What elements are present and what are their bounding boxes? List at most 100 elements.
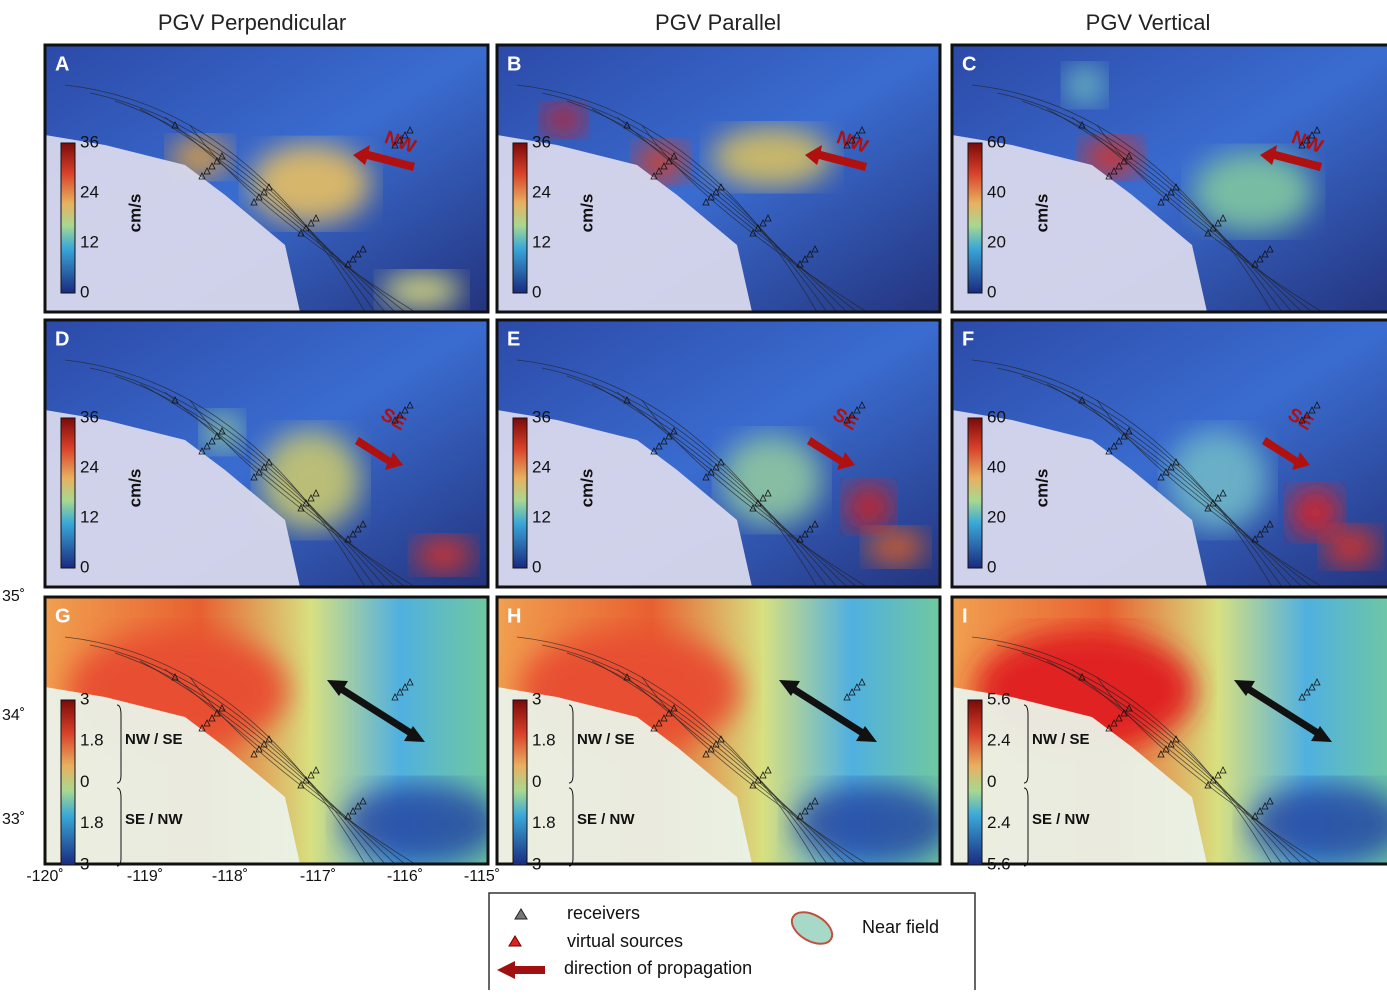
receiver xyxy=(1078,673,1086,681)
receiver xyxy=(302,776,310,784)
hotspot xyxy=(1322,526,1379,567)
receiver xyxy=(1313,678,1321,686)
colorbar xyxy=(60,699,76,866)
receiver xyxy=(203,719,211,727)
panel-frame xyxy=(950,43,1387,314)
colorbar-tick-label: 0 xyxy=(987,772,996,791)
receiver xyxy=(1214,771,1222,779)
receiver xyxy=(1256,530,1264,538)
panel-frame xyxy=(495,595,942,866)
receiver xyxy=(396,411,404,419)
colorbar-tick-label: 2.4 xyxy=(987,813,1011,832)
colorbar-tick-label: 1.8 xyxy=(532,731,556,750)
panel-frame xyxy=(43,595,490,866)
receiver xyxy=(1204,229,1212,237)
receiver xyxy=(660,714,668,722)
sea xyxy=(952,410,1207,587)
receiver xyxy=(1214,219,1222,227)
receiver xyxy=(406,678,414,686)
legend-label: virtual sources xyxy=(567,931,683,951)
receiver xyxy=(650,447,658,455)
contour xyxy=(64,636,366,864)
receiver xyxy=(655,719,663,727)
latitude-label: 34˚ xyxy=(2,707,25,724)
colorbar-unit: cm/s xyxy=(125,469,144,508)
colorbar-tick-label: 40 xyxy=(987,182,1006,201)
receiver xyxy=(1209,499,1217,507)
receiver xyxy=(623,396,631,404)
colorbar xyxy=(967,417,983,569)
receiver xyxy=(796,535,804,543)
receiver xyxy=(655,167,663,175)
colorbar-tick-label: 24 xyxy=(532,182,551,201)
receiver xyxy=(208,162,216,170)
receiver xyxy=(1266,520,1274,528)
receiver xyxy=(801,807,809,815)
receiver xyxy=(1303,411,1311,419)
receiver xyxy=(1157,750,1165,758)
panel-letter: G xyxy=(55,605,71,627)
sea xyxy=(952,687,1207,864)
receiver xyxy=(250,198,258,206)
contour xyxy=(164,116,406,312)
receiver xyxy=(702,750,710,758)
contour xyxy=(641,124,868,312)
sea xyxy=(45,410,300,587)
contour xyxy=(516,636,818,864)
colorbar-tick-label: 12 xyxy=(532,507,551,526)
receiver xyxy=(1313,401,1321,409)
double-arrow xyxy=(785,682,871,740)
legend-label: Near field xyxy=(862,917,939,937)
colorbar xyxy=(60,417,76,569)
contour xyxy=(89,367,376,587)
hotspot xyxy=(1081,137,1142,178)
receiver xyxy=(650,724,658,732)
colorbar-tick-label: 12 xyxy=(532,232,551,251)
receiver xyxy=(1214,494,1222,502)
contour xyxy=(616,391,858,587)
receiver xyxy=(1125,427,1133,435)
receiver xyxy=(670,427,678,435)
hotspot xyxy=(721,435,822,526)
contour xyxy=(566,652,838,864)
receiver xyxy=(754,776,762,784)
arrow-head xyxy=(779,680,800,696)
sea xyxy=(497,410,752,587)
propagation-arrow xyxy=(355,437,403,470)
panel-frame xyxy=(950,318,1387,589)
column-title: PGV Parallel xyxy=(655,10,781,35)
hotspot xyxy=(711,127,832,188)
colorbar-tick-label: 3 xyxy=(80,689,89,708)
sea xyxy=(497,135,752,312)
colorbar-tick-label: 3 xyxy=(80,854,89,873)
arrow-head xyxy=(856,726,877,742)
receiver xyxy=(1120,709,1128,717)
propagation-arrow xyxy=(1262,437,1310,470)
panel-frame xyxy=(495,43,942,314)
colorbar-tick-label: 20 xyxy=(987,507,1006,526)
receiver xyxy=(623,121,631,129)
legend-label: receivers xyxy=(567,903,640,923)
receiver xyxy=(203,442,211,450)
ratio-label: SE / NW xyxy=(577,811,635,828)
contour xyxy=(971,84,1273,312)
receiver xyxy=(391,416,399,424)
receiver xyxy=(1115,162,1123,170)
receiver xyxy=(1105,172,1113,180)
receiver xyxy=(312,489,320,497)
map-panel: I 5.6 2.4 0 2.4 5.6 NW / SE SE / NW xyxy=(950,595,1387,873)
contour xyxy=(1021,652,1293,864)
receiver xyxy=(1120,157,1128,165)
contour xyxy=(1071,116,1313,312)
contour xyxy=(189,124,416,312)
colorbar-unit: cm/s xyxy=(125,194,144,233)
receiver xyxy=(712,188,720,196)
receiver xyxy=(749,504,757,512)
ratio-label: SE / NW xyxy=(1032,811,1090,828)
map-content xyxy=(45,320,488,587)
contour xyxy=(566,375,838,587)
contour xyxy=(1096,124,1323,312)
receiver xyxy=(1251,812,1259,820)
